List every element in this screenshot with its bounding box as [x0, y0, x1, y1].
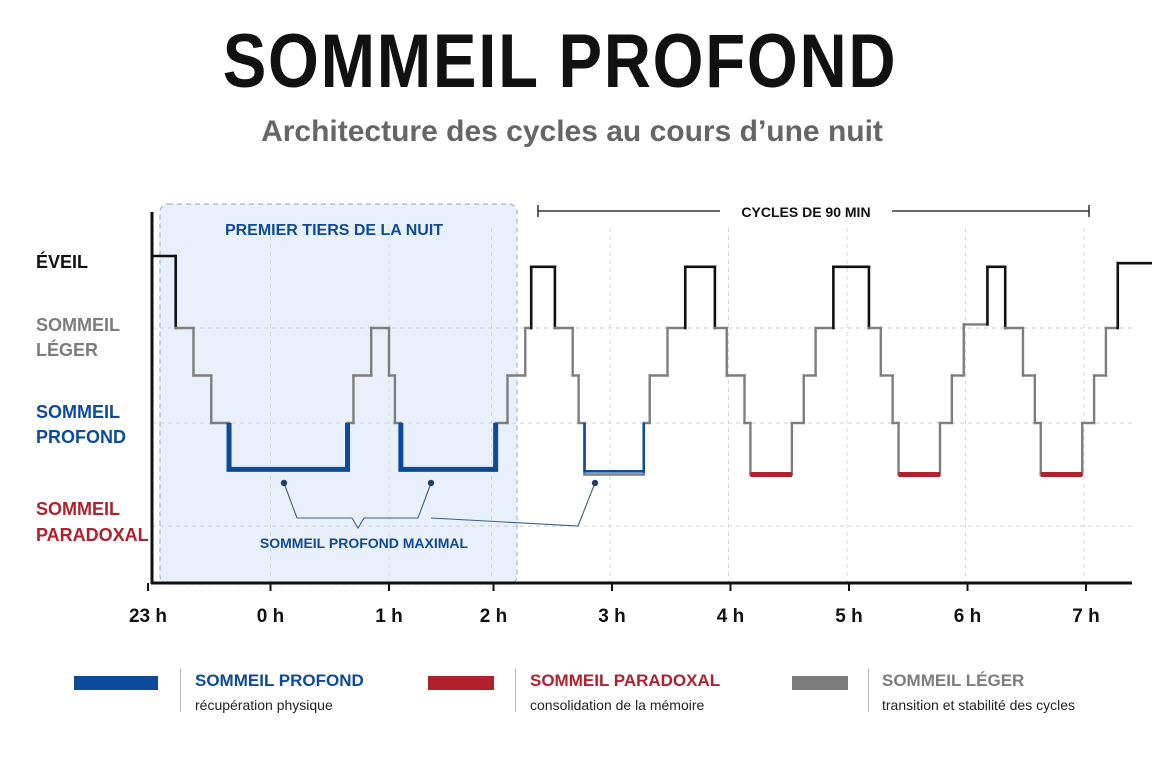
legend-divider: [180, 668, 181, 712]
page-subtitle: Architecture des cycles au cours d’une n…: [261, 115, 883, 148]
legend-desc-deep: récupération physique: [195, 697, 333, 713]
y-label-light: LÉGER: [36, 339, 98, 360]
y-label-rem: SOMMEIL: [36, 499, 120, 519]
legend-swatch-light: [792, 676, 848, 690]
page-title: SOMMEIL PROFOND: [222, 19, 898, 104]
y-label-wake: ÉVEIL: [36, 251, 88, 272]
x-tick-label: 4 h: [717, 606, 744, 627]
connector-dot: [280, 479, 288, 487]
y-label-rem: PARADOXAL: [36, 525, 149, 545]
legend-swatch-deep: [74, 676, 158, 690]
y-label-light: SOMMEIL: [36, 315, 120, 335]
connector-line: [430, 482, 596, 527]
x-tick-label: 23 h: [129, 606, 167, 627]
connector-dot: [591, 479, 599, 487]
legend-swatch-rem: [428, 676, 494, 690]
x-tick-label: 2 h: [480, 606, 507, 627]
x-tick-label: 0 h: [257, 606, 284, 627]
highlight-label: PREMIER TIERS DE LA NUIT: [225, 222, 443, 239]
highlight-region: [159, 203, 518, 585]
x-tick-label: 3 h: [598, 606, 625, 627]
legend-name-deep: SOMMEIL PROFOND: [195, 671, 364, 690]
y-label-deep: SOMMEIL: [36, 402, 120, 422]
x-tick-label: 7 h: [1072, 606, 1099, 627]
legend-name-light: SOMMEIL LÉGER: [882, 671, 1025, 690]
connector-line: [283, 482, 432, 530]
deep-maximal-connector: [280, 479, 599, 530]
connector-dot: [427, 479, 435, 487]
legend-desc-light: transition et stabilité des cycles: [882, 697, 1075, 713]
y-label-deep: PROFOND: [36, 427, 126, 447]
legend-divider: [868, 668, 869, 712]
legend-name-rem: SOMMEIL PARADOXAL: [530, 671, 721, 690]
deep-maximal-label: SOMMEIL PROFOND MAXIMAL: [260, 535, 469, 551]
x-tick-label: 5 h: [835, 606, 862, 627]
x-tick-label: 1 h: [375, 606, 402, 627]
legend-desc-rem: consolidation de la mémoire: [530, 697, 705, 713]
cycles-label: CYCLES DE 90 MIN: [741, 204, 870, 220]
deep-sleep-segment: [226, 423, 351, 472]
x-tick-label: 6 h: [954, 606, 981, 627]
deep-sleep-segment: [398, 423, 499, 472]
legend-divider: [515, 668, 516, 712]
deep-sleep-segment: [583, 423, 646, 473]
grid: [152, 228, 1132, 583]
